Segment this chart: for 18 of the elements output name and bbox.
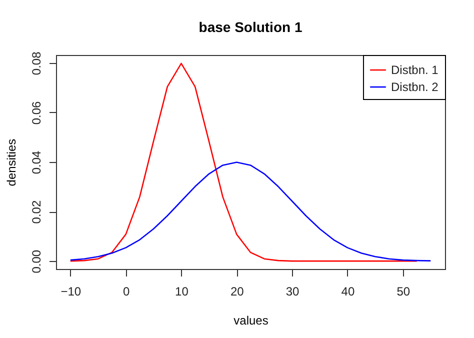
y-tick-label: 0.00 bbox=[30, 250, 44, 274]
line-series bbox=[70, 162, 432, 262]
y-tick-label: 0.04 bbox=[30, 150, 44, 174]
y-tick-label: 0.06 bbox=[30, 100, 44, 125]
y-axis-title: densities bbox=[4, 138, 18, 186]
legend-label: Distbn. 2 bbox=[391, 80, 439, 94]
x-tick-label: −10 bbox=[60, 284, 82, 298]
x-axis-title: values bbox=[234, 314, 268, 328]
chart-title: base Solution 1 bbox=[198, 19, 302, 36]
y-tick-label: 0.08 bbox=[30, 51, 44, 76]
y-tick-label: 0.02 bbox=[30, 200, 44, 224]
x-tick-label: 30 bbox=[286, 284, 300, 298]
x-tick-label: 50 bbox=[396, 284, 410, 298]
x-tick-label: 20 bbox=[230, 284, 244, 298]
x-tick-label: 0 bbox=[122, 284, 130, 298]
legend-label: Distbn. 1 bbox=[391, 63, 439, 77]
x-tick-label: 10 bbox=[175, 284, 189, 298]
x-tick-label: 40 bbox=[341, 284, 355, 298]
